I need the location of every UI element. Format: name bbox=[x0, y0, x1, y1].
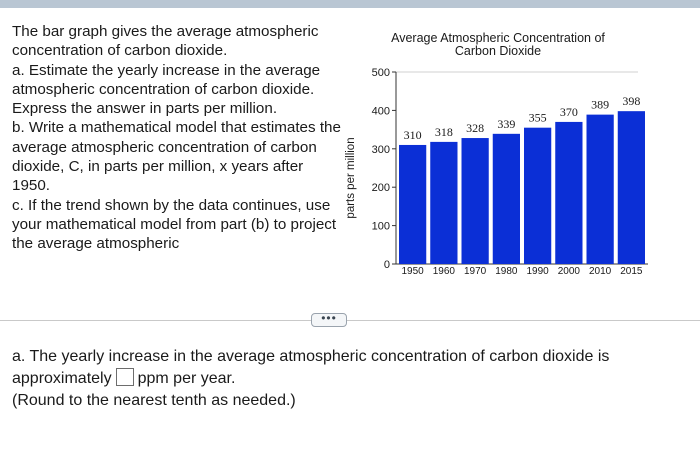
bar bbox=[586, 114, 614, 265]
bar-value-label: 328 bbox=[466, 121, 484, 135]
answer-prefix: approximately bbox=[12, 370, 112, 387]
top-strip bbox=[0, 0, 700, 8]
y-tick-label: 500 bbox=[372, 67, 390, 79]
y-tick-label: 0 bbox=[384, 259, 390, 271]
x-tick-label: 1960 bbox=[433, 266, 456, 277]
problem-part-c: c. If the trend shown by the data contin… bbox=[12, 196, 337, 253]
bar-value-label: 370 bbox=[560, 105, 578, 119]
bar-value-label: 398 bbox=[622, 94, 640, 108]
y-tick-label: 400 bbox=[372, 105, 390, 117]
y-axis-label: parts per million bbox=[345, 137, 357, 218]
problem-part-a: a. Estimate the yearly increase in the a… bbox=[12, 61, 321, 118]
answer-input-box[interactable] bbox=[115, 368, 134, 386]
bar bbox=[617, 111, 645, 264]
bar-value-label: 355 bbox=[529, 111, 547, 125]
bar bbox=[430, 141, 458, 264]
bar bbox=[399, 144, 427, 264]
answer-section: a. The yearly increase in the average at… bbox=[12, 346, 692, 412]
bar bbox=[524, 127, 552, 265]
more-options-button[interactable]: ••• bbox=[311, 312, 347, 327]
bar bbox=[492, 133, 520, 264]
bar bbox=[461, 138, 489, 264]
x-tick-label: 2015 bbox=[620, 266, 643, 277]
x-tick-label: 1980 bbox=[495, 266, 518, 277]
bar bbox=[555, 121, 583, 264]
y-tick-label: 200 bbox=[372, 182, 390, 194]
problem-intro: The bar graph gives the average atmosphe… bbox=[12, 23, 319, 60]
answer-suffix: ppm per year. bbox=[137, 370, 236, 387]
problem-part-b: b. Write a mathematical model that estim… bbox=[12, 119, 341, 195]
bar-chart: Average Atmospheric Concentration of Carb… bbox=[340, 28, 660, 288]
y-tick-label: 100 bbox=[372, 221, 390, 233]
x-tick-label: 1950 bbox=[402, 266, 425, 277]
chart-title: Average Atmospheric Concentration of Carb… bbox=[391, 31, 605, 58]
bar-value-label: 389 bbox=[591, 98, 609, 112]
x-tick-label: 2000 bbox=[558, 266, 581, 277]
answer-line: approximately ppm per year. bbox=[12, 368, 692, 390]
x-tick-label: 1970 bbox=[464, 266, 487, 277]
bar-value-label: 339 bbox=[497, 117, 515, 131]
rounding-note: (Round to the nearest tenth as needed.) bbox=[12, 392, 296, 409]
bar-value-label: 318 bbox=[435, 125, 453, 139]
x-tick-label: 1990 bbox=[527, 266, 550, 277]
answer-question: a. The yearly increase in the average at… bbox=[12, 348, 610, 365]
y-tick-label: 300 bbox=[372, 144, 390, 156]
bar-value-label: 310 bbox=[404, 128, 422, 142]
x-tick-label: 2010 bbox=[589, 266, 612, 277]
bar-chart-svg: Average Atmospheric Concentration of Carb… bbox=[345, 31, 648, 277]
problem-text: The bar graph gives the average atmosphe… bbox=[12, 22, 342, 254]
section-divider bbox=[0, 320, 700, 321]
